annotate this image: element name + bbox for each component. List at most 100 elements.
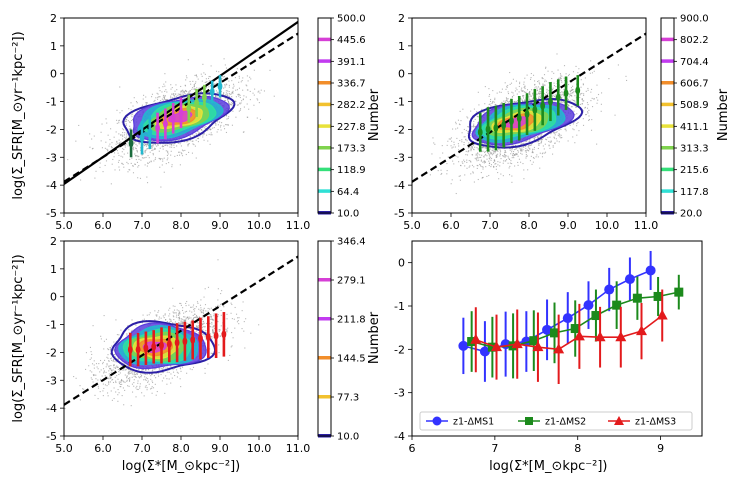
scatter-point	[217, 128, 219, 131]
scatter-point	[141, 154, 143, 156]
scatter-point	[481, 151, 483, 153]
scatter-point	[559, 79, 561, 81]
scatter-point	[207, 77, 210, 80]
scatter-point	[118, 142, 121, 144]
scatter-point	[219, 126, 222, 128]
scatter-point	[185, 79, 187, 81]
scatter-point	[192, 143, 194, 145]
scatter-point	[120, 155, 122, 157]
scatter-point	[179, 95, 181, 97]
scatter-point	[159, 158, 161, 161]
scatter-point	[503, 100, 505, 102]
scatter-point	[504, 155, 506, 157]
scatter-point	[489, 151, 491, 153]
scatter-point	[563, 102, 565, 104]
scatter-point	[571, 92, 573, 94]
scatter-point	[145, 103, 147, 105]
scatter-point	[206, 123, 208, 125]
scatter-point	[542, 85, 544, 87]
scatter-point	[130, 114, 132, 116]
scatter-point	[122, 156, 124, 158]
scatter-point	[547, 96, 549, 99]
scatter-point	[144, 164, 146, 166]
scatter-point	[165, 163, 167, 165]
scatter-point	[162, 86, 164, 88]
scatter-point	[471, 146, 474, 148]
scatter-point	[465, 129, 467, 132]
scatter-point	[191, 140, 193, 142]
scatter-point	[146, 148, 148, 150]
scatter-point	[539, 93, 541, 95]
scatter-point	[125, 124, 127, 126]
scatter-point	[216, 96, 218, 98]
scatter-point	[137, 139, 139, 141]
scatter-point	[232, 91, 234, 94]
scatter-point	[123, 148, 125, 151]
scatter-point	[495, 165, 497, 168]
scatter-point	[491, 149, 493, 151]
scatter-point	[122, 134, 124, 136]
scatter-point	[489, 158, 491, 160]
scatter-point	[229, 108, 231, 110]
scatter-point	[189, 80, 191, 83]
scatter-point	[490, 148, 492, 150]
scatter-point	[236, 104, 238, 106]
scatter-point	[134, 153, 136, 155]
scatter-point	[118, 133, 120, 135]
scatter-point	[136, 137, 138, 139]
scatter-point	[170, 154, 172, 156]
scatter-point	[540, 139, 542, 141]
scatter-point	[500, 102, 502, 104]
scatter-point	[570, 87, 573, 89]
scatter-point	[470, 161, 472, 163]
scatter-point	[75, 140, 77, 142]
scatter-point	[521, 99, 523, 101]
scatter-point	[121, 138, 124, 140]
scatter-point	[169, 97, 172, 99]
scatter-point	[173, 97, 175, 99]
scatter-point	[202, 63, 204, 65]
scatter-point	[524, 86, 526, 88]
scatter-point	[110, 128, 112, 130]
scatter-point	[588, 119, 590, 121]
scatter-point	[547, 99, 549, 101]
scatter-point	[511, 91, 513, 93]
scatter-point	[228, 95, 230, 97]
scatter-point	[493, 166, 495, 168]
scatter-point	[542, 152, 544, 154]
scatter-point	[220, 81, 222, 83]
scatter-point	[499, 161, 501, 163]
scatter-point	[142, 152, 144, 154]
scatter-point	[547, 94, 549, 96]
scatter-point	[489, 162, 491, 164]
scatter-point	[561, 91, 563, 93]
scatter-point	[116, 141, 118, 143]
scatter-point	[523, 142, 525, 144]
scatter-point	[224, 83, 226, 86]
scatter-point	[144, 152, 146, 154]
scatter-point	[117, 142, 119, 144]
scatter-point	[161, 146, 163, 148]
scatter-point	[195, 133, 197, 135]
scatter-point	[515, 80, 518, 82]
scatter-point	[209, 143, 211, 145]
scatter-point	[231, 96, 233, 98]
scatter-point	[223, 92, 225, 94]
scatter-point	[523, 146, 525, 148]
scatter-point	[218, 97, 220, 99]
scatter-point	[136, 102, 138, 104]
scatter-point	[583, 93, 585, 95]
scatter-point	[230, 103, 232, 106]
scatter-point	[539, 83, 541, 85]
scatter-point	[228, 90, 230, 93]
scatter-point	[553, 100, 555, 102]
scatter-point	[535, 156, 537, 158]
scatter-point	[463, 128, 465, 130]
median-point	[128, 139, 134, 148]
scatter-point	[165, 150, 167, 152]
scatter-point	[189, 92, 191, 95]
scatter-point	[559, 77, 561, 79]
scatter-point	[507, 162, 509, 164]
scatter-point	[162, 99, 165, 101]
scatter-point	[457, 127, 459, 129]
